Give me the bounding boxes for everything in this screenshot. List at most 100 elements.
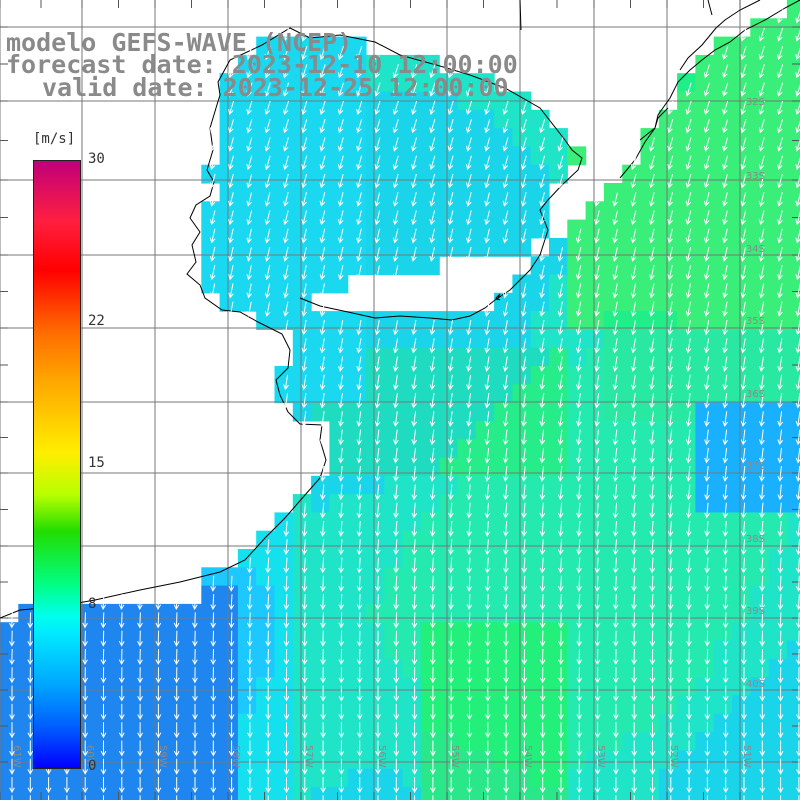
wave-cell [713, 585, 733, 605]
wave-cell [274, 549, 294, 568]
wave-arrow [137, 667, 143, 684]
wave-arrow [484, 155, 491, 171]
wave-cell [567, 768, 587, 788]
wave-cell [512, 457, 532, 477]
wave-arrow [139, 795, 141, 800]
wave-cell [677, 457, 696, 477]
wave-arrow [521, 429, 527, 446]
wave-cell [549, 549, 568, 568]
wave-cell [713, 530, 733, 550]
wave-cell [256, 603, 276, 623]
wave-cell [658, 530, 678, 550]
wave-arrow [484, 228, 490, 244]
wave-arrow [466, 685, 473, 702]
wave-arrow [539, 539, 546, 556]
wave-arrow [685, 374, 692, 391]
wave-arrow [374, 100, 381, 115]
wave-cell [768, 128, 788, 147]
wave-arrow [777, 703, 784, 720]
wave-cell [713, 567, 733, 587]
wave-cell [512, 713, 532, 733]
wave-cell [164, 603, 184, 623]
wave-cell [274, 183, 294, 202]
wave-cell [732, 732, 751, 751]
wave-cell [768, 292, 788, 312]
wave-cell [439, 494, 459, 513]
wave-cell [695, 750, 715, 770]
wave-cell [366, 549, 385, 568]
wave-cell [750, 329, 770, 349]
wave-cell [91, 732, 111, 751]
wave-cell [311, 183, 330, 202]
wave-cell [695, 292, 715, 312]
wave-cell [475, 640, 495, 660]
valid-date: valid date: 2023-12-25 12:00:00 [42, 73, 509, 102]
wave-arrow [759, 612, 766, 629]
wave-cell [768, 439, 788, 459]
wave-cell [512, 109, 532, 129]
wave-arrow [301, 265, 307, 281]
wave-arrow [82, 758, 89, 775]
wave-cell [622, 530, 642, 550]
wave-arrow [429, 137, 436, 152]
wave-arrow [576, 484, 582, 501]
wave-cell [420, 384, 440, 404]
wave-arrow [557, 539, 564, 556]
wave-arrow [173, 777, 180, 794]
wave-cell [237, 183, 257, 202]
wave-cell [475, 732, 495, 751]
wave-arrow [118, 703, 125, 720]
wave-cell [768, 18, 788, 38]
wave-cell [750, 530, 770, 550]
wave-cell [603, 530, 623, 550]
wave-cell [201, 750, 221, 770]
wave-arrow [374, 484, 381, 501]
wave-arrow [503, 575, 509, 592]
wave-cell [311, 329, 330, 349]
wave-cell [292, 530, 312, 550]
colorbar-tick-label: 15 [88, 454, 105, 471]
wave-arrow [173, 758, 180, 775]
wave-cell [567, 384, 587, 404]
wave-cell [603, 567, 623, 587]
wave-arrow [155, 722, 162, 739]
wave-arrow [192, 648, 198, 666]
wave-arrow [740, 246, 747, 262]
wave-arrow [246, 301, 253, 317]
wave-arrow [539, 228, 545, 244]
wave-cell [347, 402, 367, 422]
wave-arrow [686, 557, 692, 574]
wave-cell [201, 585, 221, 605]
wave-cell [274, 164, 294, 184]
wave-cell [512, 237, 532, 257]
wave-arrow [576, 722, 583, 739]
wave-arrow [447, 119, 454, 134]
wave-arrow [466, 356, 472, 372]
wave-arrow [484, 557, 491, 574]
wave-arrow [503, 758, 509, 775]
wave-arrow [686, 703, 692, 720]
wave-cell [695, 347, 715, 367]
wave-cell [695, 237, 715, 257]
wave-arrow [484, 192, 490, 207]
wave-cell [439, 439, 459, 459]
wave-cell [786, 603, 800, 623]
wave-arrow [100, 594, 107, 611]
wave-arrow [155, 703, 162, 720]
wave-cell [658, 512, 678, 532]
wave-cell [750, 475, 770, 495]
wave-arrow [502, 137, 509, 152]
wave-arrow [502, 429, 509, 446]
wave-cell [274, 732, 294, 751]
wave-arrow [612, 648, 619, 666]
wave-cell [530, 384, 550, 404]
wave-arrow [502, 393, 509, 409]
wave-arrow [612, 502, 619, 519]
wave-cell [585, 512, 605, 532]
wave-cell [603, 347, 623, 367]
wave-cell [311, 256, 330, 276]
wave-arrow [337, 155, 344, 171]
wave-cell [366, 146, 385, 166]
wave-arrow [740, 447, 747, 464]
wave-arrow [246, 265, 253, 281]
